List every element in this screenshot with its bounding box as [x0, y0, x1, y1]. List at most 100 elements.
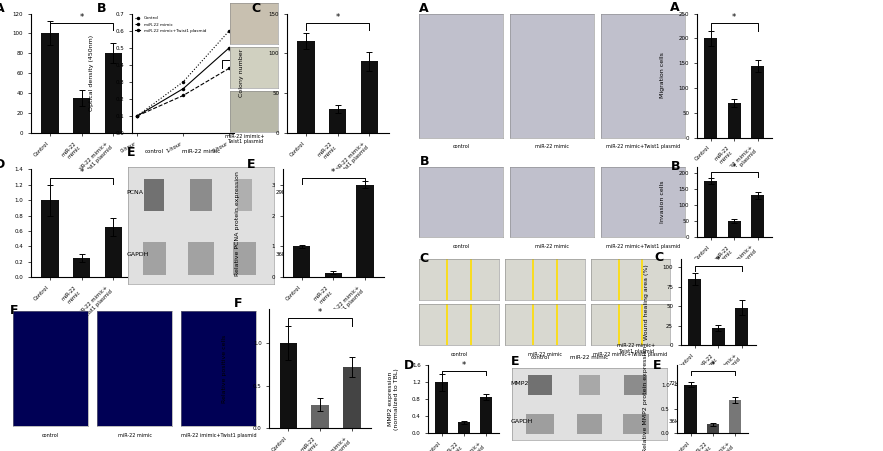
Bar — [105, 227, 122, 277]
Bar — [73, 98, 90, 133]
Text: miR-22 mimic+Twist1 plasmid: miR-22 mimic+Twist1 plasmid — [593, 352, 668, 357]
Bar — [728, 221, 741, 237]
Text: A: A — [670, 1, 680, 14]
Text: control: control — [450, 352, 468, 357]
Text: *: * — [732, 163, 736, 172]
Text: *: * — [462, 361, 465, 370]
Text: control: control — [531, 355, 549, 360]
Text: E: E — [247, 158, 255, 171]
Text: GAPDH: GAPDH — [510, 419, 533, 424]
Text: 29kDa: 29kDa — [275, 190, 293, 195]
Bar — [238, 179, 252, 212]
Text: *: * — [79, 168, 84, 177]
Bar — [728, 400, 741, 433]
Bar — [312, 405, 328, 428]
Bar — [624, 375, 647, 395]
Bar — [577, 414, 601, 434]
Text: A: A — [0, 2, 5, 14]
Y-axis label: Invasion cells: Invasion cells — [660, 180, 665, 223]
Text: miR-22 mimic: miR-22 mimic — [117, 433, 152, 438]
Text: miR-22 mimic: miR-22 mimic — [528, 352, 562, 357]
Bar — [233, 242, 256, 275]
Bar — [293, 246, 310, 277]
Text: 36kDa: 36kDa — [275, 252, 293, 258]
Y-axis label: Colony number: Colony number — [239, 49, 245, 97]
Text: miR-22 mimic: miR-22 mimic — [535, 144, 570, 149]
Bar — [298, 41, 314, 133]
Bar — [343, 367, 360, 428]
Text: miR-22 mimic: miR-22 mimic — [182, 149, 220, 154]
Text: *: * — [227, 48, 231, 57]
Y-axis label: Relative positive cells: Relative positive cells — [222, 335, 227, 403]
Bar — [435, 382, 448, 433]
Bar — [329, 109, 346, 133]
Text: C: C — [252, 2, 260, 14]
Text: *: * — [716, 256, 721, 265]
Bar — [578, 375, 600, 395]
Text: MMP2: MMP2 — [510, 381, 529, 386]
Text: *: * — [331, 168, 336, 177]
Y-axis label: Relative PCNA protein expression: Relative PCNA protein expression — [235, 171, 240, 276]
Text: B: B — [97, 2, 107, 14]
Text: miR-22 mimic+
Twist1 plasmid: miR-22 mimic+ Twist1 plasmid — [616, 343, 655, 354]
Text: 36kDa: 36kDa — [668, 419, 686, 424]
Bar — [73, 258, 90, 277]
Bar — [190, 179, 212, 212]
Text: F: F — [10, 304, 19, 318]
Text: miR-22 imimic+Twist1 plasmid: miR-22 imimic+Twist1 plasmid — [181, 433, 256, 438]
Text: E: E — [653, 359, 661, 372]
Text: B: B — [419, 155, 429, 168]
Bar — [705, 181, 717, 237]
Y-axis label: Relative MMP2 protein expression: Relative MMP2 protein expression — [643, 346, 647, 451]
Text: B: B — [670, 160, 680, 173]
Bar — [736, 308, 748, 345]
Text: GAPDH: GAPDH — [126, 252, 149, 258]
Text: control: control — [453, 144, 470, 149]
Bar — [42, 200, 58, 277]
Text: F: F — [234, 297, 242, 310]
Text: E: E — [510, 354, 519, 368]
Bar — [42, 33, 58, 133]
Bar — [188, 242, 214, 275]
Legend: Control, miR-22 mimic, miR-22 mimic+Twist1 plasmid: Control, miR-22 mimic, miR-22 mimic+Twis… — [134, 16, 207, 33]
Bar — [325, 273, 342, 277]
Text: *: * — [336, 13, 340, 22]
Bar — [526, 414, 554, 434]
Text: E: E — [126, 146, 135, 159]
Text: control: control — [145, 149, 163, 154]
Bar — [705, 38, 717, 138]
Text: *: * — [318, 308, 322, 318]
Text: *: * — [79, 13, 84, 22]
Text: miR-22 imimic+
Twist1 plasmid: miR-22 imimic+ Twist1 plasmid — [225, 133, 264, 144]
Text: *: * — [732, 13, 736, 22]
Text: C: C — [419, 252, 428, 265]
Bar — [623, 414, 649, 434]
Bar — [751, 65, 764, 138]
Bar — [689, 279, 701, 345]
Y-axis label: Optical density (450nm): Optical density (450nm) — [89, 35, 94, 111]
Y-axis label: Wound healing area (%): Wound healing area (%) — [645, 264, 649, 340]
Text: 72kDa: 72kDa — [668, 381, 686, 386]
Text: PCNA: PCNA — [126, 190, 144, 195]
Bar — [728, 103, 741, 138]
Bar — [712, 328, 725, 345]
Text: D: D — [0, 158, 5, 171]
Bar — [528, 375, 553, 395]
Bar — [357, 184, 374, 277]
Bar — [105, 53, 122, 133]
Text: miR-22 mimic+Twist1 plasmid: miR-22 mimic+Twist1 plasmid — [606, 244, 681, 249]
Text: miR-22 mimic: miR-22 mimic — [570, 355, 608, 360]
Bar — [479, 397, 492, 433]
Text: miR-22 mimic: miR-22 mimic — [535, 244, 570, 249]
Text: control: control — [42, 433, 59, 438]
Y-axis label: Migration cells: Migration cells — [660, 53, 665, 98]
Bar — [706, 424, 719, 433]
Bar — [143, 242, 166, 275]
Text: *: * — [711, 361, 714, 370]
Text: miR-22 mimic+Twist1 plasmid: miR-22 mimic+Twist1 plasmid — [606, 144, 681, 149]
Bar — [280, 343, 297, 428]
Text: A: A — [419, 2, 429, 15]
Bar — [144, 179, 164, 212]
Text: D: D — [404, 359, 414, 372]
Bar — [751, 195, 764, 237]
